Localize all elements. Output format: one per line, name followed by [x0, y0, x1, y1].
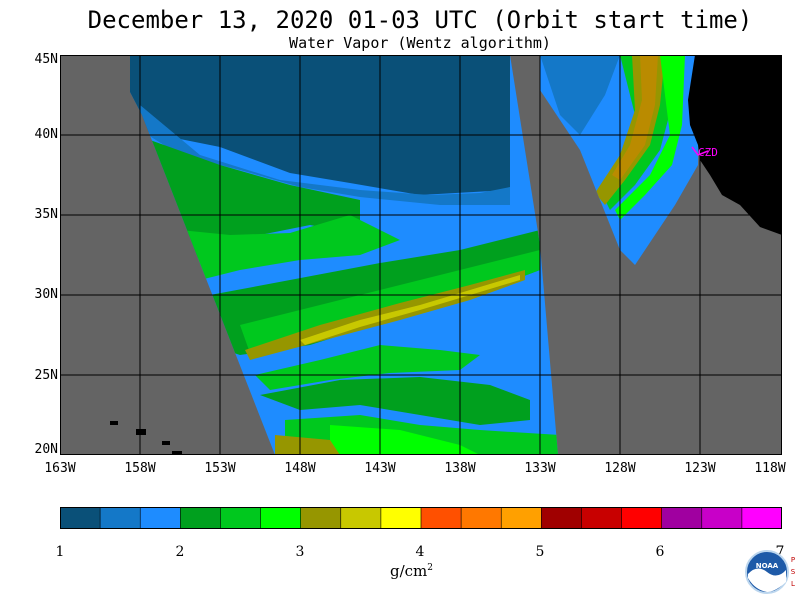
colorbar-tick-7: 7	[775, 544, 785, 560]
lon-label-123w: 123W	[684, 461, 716, 476]
colorbar-tick-2: 2	[175, 544, 185, 560]
lat-label-30n: 30N	[34, 287, 58, 302]
noaa-logo-wave	[748, 568, 786, 592]
colorbar-tick-4: 4	[415, 544, 425, 560]
colorbar-tick-5: 5	[535, 544, 545, 560]
lat-label-25n: 25N	[34, 368, 58, 383]
colorbar-tick-1: 1	[55, 544, 65, 560]
western-swath	[130, 55, 558, 455]
colorbar-cell	[581, 507, 623, 529]
colorbar-cell	[139, 507, 182, 529]
colorbar-cell	[340, 507, 382, 529]
map-frame	[60, 55, 782, 455]
noaa-logo-text: NOAA	[756, 562, 779, 570]
station-marker-icon	[691, 146, 709, 156]
lon-label-138w: 138W	[444, 461, 476, 476]
units-text: g/cm	[390, 562, 428, 580]
lon-label-128w: 128W	[604, 461, 636, 476]
lon-label-153w: 153W	[204, 461, 236, 476]
page-subtitle: Water Vapor (Wentz algorithm)	[289, 34, 551, 52]
colorbar-cell	[260, 507, 302, 529]
colorbar-cell	[60, 507, 101, 529]
lat-label-40n: 40N	[34, 127, 58, 142]
colorbar-cell	[621, 507, 663, 529]
grid-lines	[60, 55, 782, 455]
colorbar-cell	[741, 507, 782, 529]
psl-letter-l: L	[791, 580, 795, 588]
water-vapor-map: CZD	[60, 55, 782, 455]
colorbar-cell	[701, 507, 743, 529]
colorbar-cell	[420, 507, 462, 529]
land-mass	[688, 55, 782, 235]
lon-label-143w: 143W	[364, 461, 396, 476]
colorbar-cell	[180, 507, 222, 529]
colorbar-cell	[99, 507, 142, 529]
colorbar-cell	[300, 507, 342, 529]
lon-label-133w: 133W	[524, 461, 556, 476]
colorbar-cell	[220, 507, 262, 529]
lon-label-158w: 158W	[124, 461, 156, 476]
lat-label-45n: 45N	[34, 52, 58, 67]
lon-label-163w: 163W	[44, 461, 76, 476]
colorbar-cell	[500, 507, 543, 529]
page-title: December 13, 2020 01-03 UTC (Orbit start…	[87, 6, 753, 34]
colorbar-tick-3: 3	[295, 544, 305, 560]
hawaiian-islands	[110, 421, 182, 455]
colorbar-frame	[60, 507, 782, 529]
colorbar-units: g/cm2	[390, 562, 433, 580]
lon-label-118w: 118W	[754, 461, 786, 476]
lat-label-35n: 35N	[34, 207, 58, 222]
colorbar-cell	[541, 507, 583, 529]
psl-letter-p: P	[791, 556, 795, 564]
lat-label-20n: 20N	[34, 442, 58, 457]
colorbar-cell	[460, 507, 503, 529]
psl-letter-s: S	[791, 568, 796, 576]
colorbar-tick-6: 6	[655, 544, 665, 560]
units-superscript: 2	[427, 563, 434, 573]
colorbar-cell	[380, 507, 422, 529]
lon-label-148w: 148W	[284, 461, 316, 476]
colorbar	[60, 507, 782, 529]
colorbar-cells	[60, 507, 782, 529]
colorbar-cell	[661, 507, 703, 529]
station-label: CZD	[698, 146, 718, 159]
noaa-logo: NOAA P S L	[745, 550, 796, 594]
